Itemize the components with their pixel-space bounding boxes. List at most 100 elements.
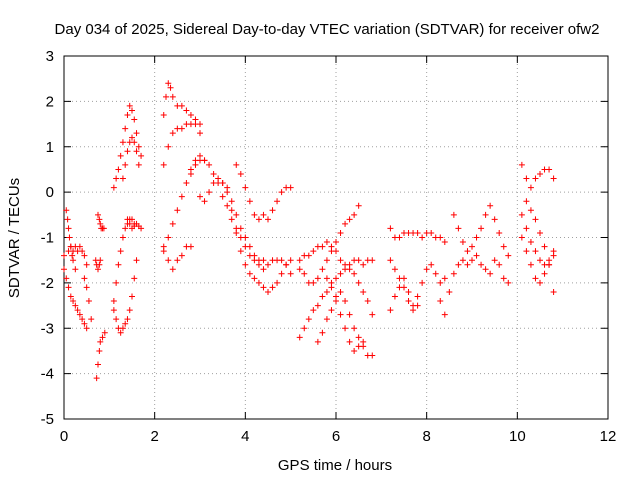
data-point	[237, 225, 244, 232]
data-point	[496, 229, 503, 236]
data-point	[83, 325, 90, 332]
data-point	[124, 216, 131, 223]
data-point	[93, 375, 100, 382]
data-point	[115, 261, 122, 268]
data-point	[428, 229, 435, 236]
series-sat-a	[61, 266, 90, 332]
data-point	[122, 125, 129, 132]
data-point	[119, 175, 126, 182]
data-point	[197, 130, 203, 137]
series-sat-c	[61, 243, 90, 268]
data-point	[437, 279, 444, 286]
data-point	[278, 189, 285, 196]
y-tick-label: 1	[46, 139, 54, 156]
data-point	[183, 180, 190, 187]
data-point	[197, 152, 203, 159]
data-point	[550, 288, 557, 295]
x-tick-label: 4	[241, 428, 249, 445]
data-point	[364, 298, 371, 305]
series-sat-o	[160, 157, 208, 250]
data-point	[500, 275, 507, 282]
data-point	[550, 175, 557, 182]
data-point	[532, 275, 539, 282]
data-point	[133, 148, 140, 155]
data-point	[124, 148, 131, 155]
data-point	[351, 270, 358, 277]
series-sat-h	[110, 257, 140, 336]
data-point	[469, 257, 475, 264]
data-point	[115, 166, 122, 173]
data-point	[119, 325, 126, 332]
data-point	[169, 220, 176, 227]
data-point	[351, 211, 358, 218]
data-point	[446, 288, 453, 295]
data-point	[537, 229, 543, 236]
data-point	[169, 93, 176, 100]
data-point	[355, 202, 362, 209]
y-axis-label: SDTVAR / TECUs	[6, 178, 23, 298]
data-point	[97, 338, 104, 345]
data-point	[532, 175, 539, 182]
data-point	[319, 266, 326, 273]
series-sat-s	[219, 180, 294, 295]
series-sat-ac	[387, 257, 421, 314]
data-point	[387, 257, 394, 264]
data-point	[174, 207, 181, 214]
data-point	[505, 279, 512, 286]
x-tick-label: 6	[332, 428, 340, 445]
data-point	[97, 257, 104, 264]
series-sat-x	[296, 266, 376, 341]
data-point	[296, 257, 303, 264]
data-point	[546, 261, 553, 268]
y-tick-label: -1	[41, 230, 54, 247]
series-sat-ah	[518, 234, 557, 286]
x-tick-label: 8	[422, 428, 430, 445]
data-points	[61, 80, 557, 382]
data-point	[255, 279, 262, 286]
data-point	[351, 325, 358, 332]
data-point	[310, 307, 317, 314]
data-point	[473, 252, 480, 259]
data-point	[251, 211, 258, 218]
data-point	[523, 248, 530, 255]
data-point	[323, 257, 330, 264]
data-point	[192, 157, 199, 164]
data-point	[251, 252, 258, 259]
y-tick-label: 0	[46, 184, 54, 201]
data-point	[192, 116, 199, 123]
data-point	[255, 216, 262, 223]
data-point	[126, 220, 133, 227]
data-point	[135, 143, 142, 150]
data-point	[129, 107, 135, 114]
data-point	[129, 293, 135, 300]
x-tick-label: 2	[150, 428, 158, 445]
data-point	[319, 243, 326, 250]
data-point	[310, 279, 317, 286]
data-point	[113, 279, 120, 286]
data-point	[401, 284, 407, 291]
data-point	[464, 248, 471, 255]
data-point	[287, 270, 294, 277]
series-sat-k	[119, 134, 142, 182]
data-point	[187, 243, 194, 250]
series-sat-d	[81, 275, 95, 323]
data-point	[355, 334, 362, 341]
series-sat-l	[124, 216, 145, 232]
data-point	[355, 343, 362, 350]
data-point	[337, 311, 344, 318]
data-point	[387, 307, 394, 314]
data-point	[122, 161, 129, 168]
data-point	[265, 261, 271, 268]
series-sat-p	[160, 243, 194, 273]
series-sat-g	[93, 329, 108, 382]
data-point	[178, 252, 185, 259]
data-point	[88, 316, 95, 323]
data-point	[346, 216, 353, 223]
series-sat-y	[314, 288, 376, 359]
data-point	[260, 257, 267, 264]
data-point	[396, 234, 403, 241]
data-point	[391, 266, 398, 273]
data-point	[210, 180, 217, 187]
data-point	[351, 347, 358, 354]
y-tick-label: -2	[41, 275, 54, 292]
